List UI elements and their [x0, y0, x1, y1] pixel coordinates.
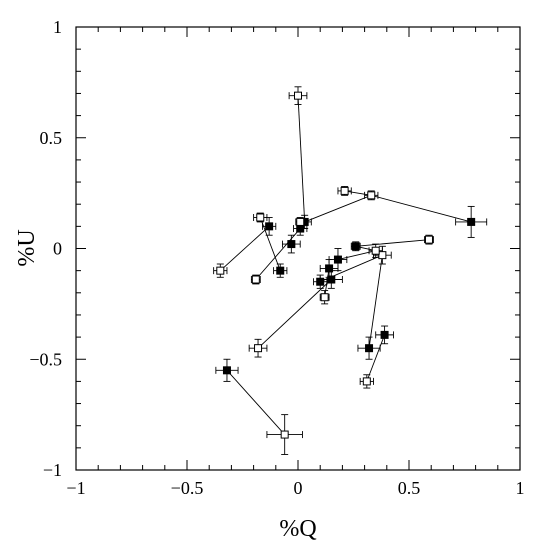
filled-square-marker — [380, 330, 389, 339]
x-tick-label: 0 — [294, 478, 303, 498]
x-tick-label: 0.5 — [398, 478, 421, 498]
y-tick-label: 0 — [53, 239, 62, 259]
x-tick-label: 1 — [516, 478, 525, 498]
open-square-marker — [320, 293, 329, 302]
filled-square-marker — [467, 217, 476, 226]
connection-line — [366, 334, 386, 382]
connection-line — [257, 279, 332, 349]
data-markers — [216, 91, 476, 439]
tick-labels: −1 −0.5 0 0.5 1 −1 −0.5 0 0.5 1 — [29, 17, 524, 498]
filled-square-marker — [351, 242, 360, 251]
connection-line — [344, 190, 372, 196]
connection-line — [304, 194, 372, 223]
y-tick-label: 1 — [53, 17, 62, 37]
x-tick-label: −0.5 — [171, 478, 204, 498]
y-axis-label: %U — [14, 229, 40, 266]
connection-line — [355, 239, 430, 247]
error-bars — [213, 86, 488, 455]
axis-ticks — [75, 26, 521, 471]
open-square-marker — [371, 246, 380, 255]
filled-square-marker — [287, 240, 296, 249]
y-tick-label: −1 — [43, 460, 62, 480]
open-square-marker — [340, 186, 349, 195]
error-bar — [273, 263, 288, 278]
filled-square-marker — [265, 222, 274, 231]
open-square-marker — [296, 217, 305, 226]
open-square-marker — [378, 251, 387, 260]
error-bar — [215, 358, 239, 382]
filled-square-marker — [365, 344, 374, 353]
filled-square-marker — [325, 264, 334, 273]
open-square-marker — [254, 344, 263, 353]
filled-square-marker — [296, 224, 305, 233]
connection-line — [297, 95, 306, 222]
connection-lines — [219, 95, 472, 435]
open-square-marker — [216, 266, 225, 275]
connection-line — [368, 255, 383, 349]
open-square-marker — [362, 377, 371, 386]
y-tick-label: −0.5 — [29, 349, 62, 369]
filled-square-marker — [276, 266, 285, 275]
connection-line — [219, 226, 270, 271]
open-square-marker — [424, 235, 433, 244]
connection-line — [255, 228, 301, 280]
x-tick-label: −1 — [66, 478, 85, 498]
open-square-marker — [294, 91, 302, 100]
connection-line — [337, 250, 376, 261]
open-square-marker — [280, 430, 289, 439]
x-axis-label: %Q — [279, 516, 316, 542]
filled-square-marker — [327, 275, 336, 284]
connection-line — [226, 370, 286, 435]
connection-line — [371, 194, 472, 223]
open-square-marker — [367, 191, 376, 200]
y-tick-label: 0.5 — [40, 128, 63, 148]
filled-square-marker — [222, 366, 231, 375]
filled-square-marker — [316, 277, 325, 286]
filled-square-marker — [333, 255, 342, 264]
open-square-marker — [256, 213, 265, 222]
open-square-marker — [251, 275, 260, 284]
